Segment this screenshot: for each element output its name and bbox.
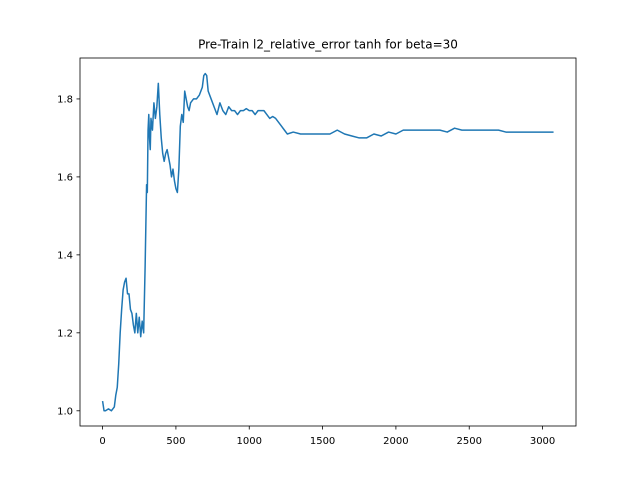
y-tick-label: 1.4 <box>57 250 73 261</box>
y-tick-label: 1.6 <box>57 172 73 183</box>
axes-frame <box>79 57 577 427</box>
x-tick-label: 0 <box>99 436 105 447</box>
x-axis-ticks: 0 500 1000 1500 2000 2500 3000 <box>99 426 555 447</box>
x-tick-label: 2000 <box>383 436 408 447</box>
y-tick-label: 1.0 <box>57 406 73 417</box>
chart-title: Pre-Train l2_relative_error tanh for bet… <box>198 38 458 52</box>
x-tick-label: 2500 <box>457 436 482 447</box>
x-tick-label: 3000 <box>530 436 555 447</box>
y-tick-label: 1.8 <box>57 95 73 106</box>
series-line-0 <box>101 72 554 412</box>
x-tick-label: 500 <box>166 436 185 447</box>
plot-area <box>101 72 554 412</box>
x-tick-label: 1500 <box>310 436 335 447</box>
y-axis-ticks: 1.0 1.2 1.4 1.6 1.8 <box>57 95 80 417</box>
y-tick-label: 1.2 <box>57 328 73 339</box>
x-tick-label: 1000 <box>237 436 262 447</box>
